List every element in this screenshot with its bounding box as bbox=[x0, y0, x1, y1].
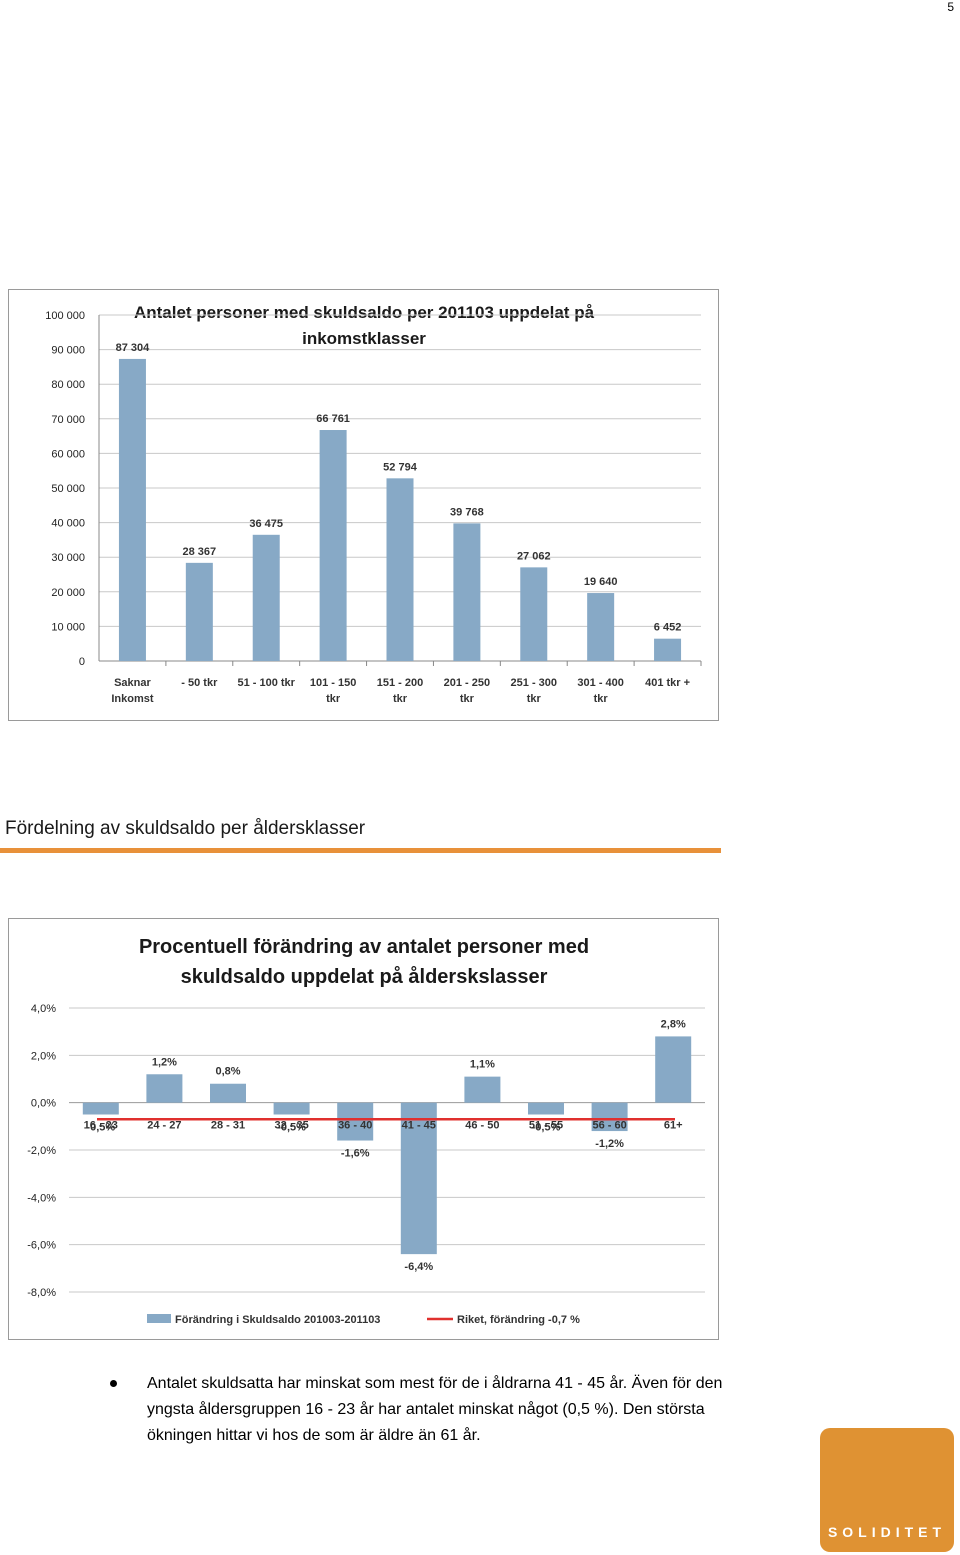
x-category-label: 24 - 27 bbox=[147, 1120, 181, 1132]
bar-value-label: -0,5% bbox=[86, 1122, 115, 1134]
bar bbox=[587, 593, 615, 661]
x-category-label: 151 - 200 bbox=[377, 677, 423, 689]
bar bbox=[386, 478, 414, 661]
bar-value-label: 1,1% bbox=[470, 1059, 495, 1071]
bar bbox=[654, 638, 682, 661]
legend-label: Riket, förändring -0,7 % bbox=[457, 1314, 580, 1326]
y-tick-label: 20 000 bbox=[51, 587, 85, 599]
bar-value-label: -1,6% bbox=[341, 1148, 370, 1160]
bar bbox=[591, 1102, 628, 1132]
x-category-label: 16 - 23 bbox=[84, 1120, 118, 1132]
x-category-label: tkr bbox=[527, 693, 542, 705]
age-chart-svg: Procentuell förändring av antalet person… bbox=[27, 936, 705, 1326]
y-tick-label: 50 000 bbox=[51, 483, 85, 495]
heading-underline bbox=[0, 848, 721, 853]
x-category-label: tkr bbox=[460, 693, 475, 705]
y-tick-label: 2,0% bbox=[31, 1050, 56, 1062]
bar-value-label: -0,5% bbox=[532, 1122, 561, 1134]
bar bbox=[655, 1036, 692, 1103]
x-category-label: tkr bbox=[594, 693, 609, 705]
bar bbox=[400, 1102, 437, 1255]
y-tick-label: -8,0% bbox=[27, 1287, 56, 1299]
x-category-label: Inkomst bbox=[111, 693, 154, 705]
chart-title-line: Antalet personer med skuldsaldo per 2011… bbox=[134, 303, 595, 322]
bar bbox=[146, 1074, 183, 1103]
bar-value-label: 6 452 bbox=[654, 622, 682, 634]
bar-value-label: 1,2% bbox=[152, 1056, 177, 1068]
bar-value-label: 87 304 bbox=[116, 342, 151, 354]
x-category-label: tkr bbox=[393, 693, 408, 705]
section-heading: Fördelning av skuldsaldo per åldersklass… bbox=[5, 818, 366, 839]
x-category-label: - 50 tkr bbox=[181, 677, 218, 689]
x-category-label: 41 - 45 bbox=[402, 1120, 436, 1132]
bar-value-label: 19 640 bbox=[584, 576, 618, 588]
x-category-label: 51 - 100 tkr bbox=[237, 677, 295, 689]
x-category-label: 101 - 150 bbox=[310, 677, 356, 689]
bar-value-label: 27 062 bbox=[517, 550, 551, 562]
bar-value-label: 36 475 bbox=[249, 518, 283, 530]
y-tick-label: 10 000 bbox=[51, 621, 85, 633]
y-tick-label: 0 bbox=[79, 656, 85, 668]
legend-swatch-bar bbox=[147, 1314, 171, 1323]
bar bbox=[319, 430, 347, 661]
y-tick-label: -4,0% bbox=[27, 1192, 56, 1204]
y-tick-label: -6,0% bbox=[27, 1240, 56, 1252]
bar bbox=[520, 567, 548, 661]
chart-title-line: inkomstklasser bbox=[302, 329, 426, 348]
x-category-label: 51 - 55 bbox=[529, 1120, 563, 1132]
bar bbox=[185, 562, 213, 661]
y-tick-label: 80 000 bbox=[51, 379, 85, 391]
bar-value-label: 0,8% bbox=[215, 1066, 240, 1078]
bar bbox=[118, 358, 146, 661]
bar-value-label: -1,2% bbox=[595, 1138, 624, 1150]
x-category-label: 301 - 400 bbox=[577, 677, 623, 689]
x-category-label: 36 - 40 bbox=[338, 1120, 372, 1132]
x-category-label: 32 - 35 bbox=[274, 1120, 308, 1132]
x-category-label: 201 - 250 bbox=[444, 677, 490, 689]
bar-value-label: 2,8% bbox=[661, 1018, 686, 1030]
x-category-label: 251 - 300 bbox=[511, 677, 557, 689]
bar bbox=[464, 1076, 501, 1103]
bullet-icon bbox=[110, 1380, 117, 1387]
y-tick-label: 60 000 bbox=[51, 448, 85, 460]
page-number: 5 bbox=[947, 0, 954, 14]
x-category-label: tkr bbox=[326, 693, 341, 705]
income-bar-chart: Antalet personer med skuldsaldo per 2011… bbox=[8, 289, 719, 721]
bar-value-label: -6,4% bbox=[404, 1261, 433, 1273]
y-tick-label: 0,0% bbox=[31, 1098, 56, 1110]
bar-value-label: 39 768 bbox=[450, 506, 484, 518]
x-category-label: 401 tkr + bbox=[645, 677, 690, 689]
x-category-label: 28 - 31 bbox=[211, 1120, 245, 1132]
bullet-item-text: Antalet skuldsatta har minskat som mest … bbox=[147, 1375, 723, 1444]
legend-label: Förändring i Skuldsaldo 201003-201103 bbox=[175, 1314, 380, 1326]
x-category-label: 61+ bbox=[664, 1120, 683, 1132]
logo-text: SOLIDITET bbox=[827, 1524, 947, 1540]
y-tick-label: -2,0% bbox=[27, 1145, 56, 1157]
age-change-chart: Procentuell förändring av antalet person… bbox=[8, 918, 719, 1340]
y-tick-label: 90 000 bbox=[51, 345, 85, 357]
bar bbox=[337, 1102, 374, 1141]
y-tick-label: 40 000 bbox=[51, 518, 85, 530]
bar bbox=[210, 1083, 246, 1103]
bar bbox=[82, 1102, 119, 1115]
income-chart-svg: Antalet personer med skuldsaldo per 2011… bbox=[45, 303, 702, 705]
y-tick-label: 4,0% bbox=[31, 1003, 56, 1015]
bar bbox=[528, 1102, 564, 1115]
bar-value-label: 52 794 bbox=[383, 461, 418, 473]
x-category-label: 46 - 50 bbox=[465, 1120, 499, 1132]
y-tick-label: 30 000 bbox=[51, 552, 85, 564]
bar-value-label: 28 367 bbox=[183, 546, 217, 558]
y-tick-label: 70 000 bbox=[51, 414, 85, 426]
chart-title-line: skuldsaldo uppdelat på ålderskslasser bbox=[181, 965, 548, 988]
bar bbox=[273, 1102, 310, 1115]
y-tick-label: 100 000 bbox=[45, 310, 85, 322]
bar bbox=[453, 523, 481, 661]
chart-title-line: Procentuell förändring av antalet person… bbox=[139, 936, 589, 958]
bar-value-label: 66 761 bbox=[316, 413, 350, 425]
bar-value-label: -0,5% bbox=[277, 1122, 306, 1134]
soliditet-logo: SOLIDITET bbox=[820, 1428, 954, 1552]
bar bbox=[252, 534, 280, 661]
x-category-label: Saknar bbox=[114, 677, 151, 689]
x-category-label: 56 - 60 bbox=[592, 1120, 626, 1132]
